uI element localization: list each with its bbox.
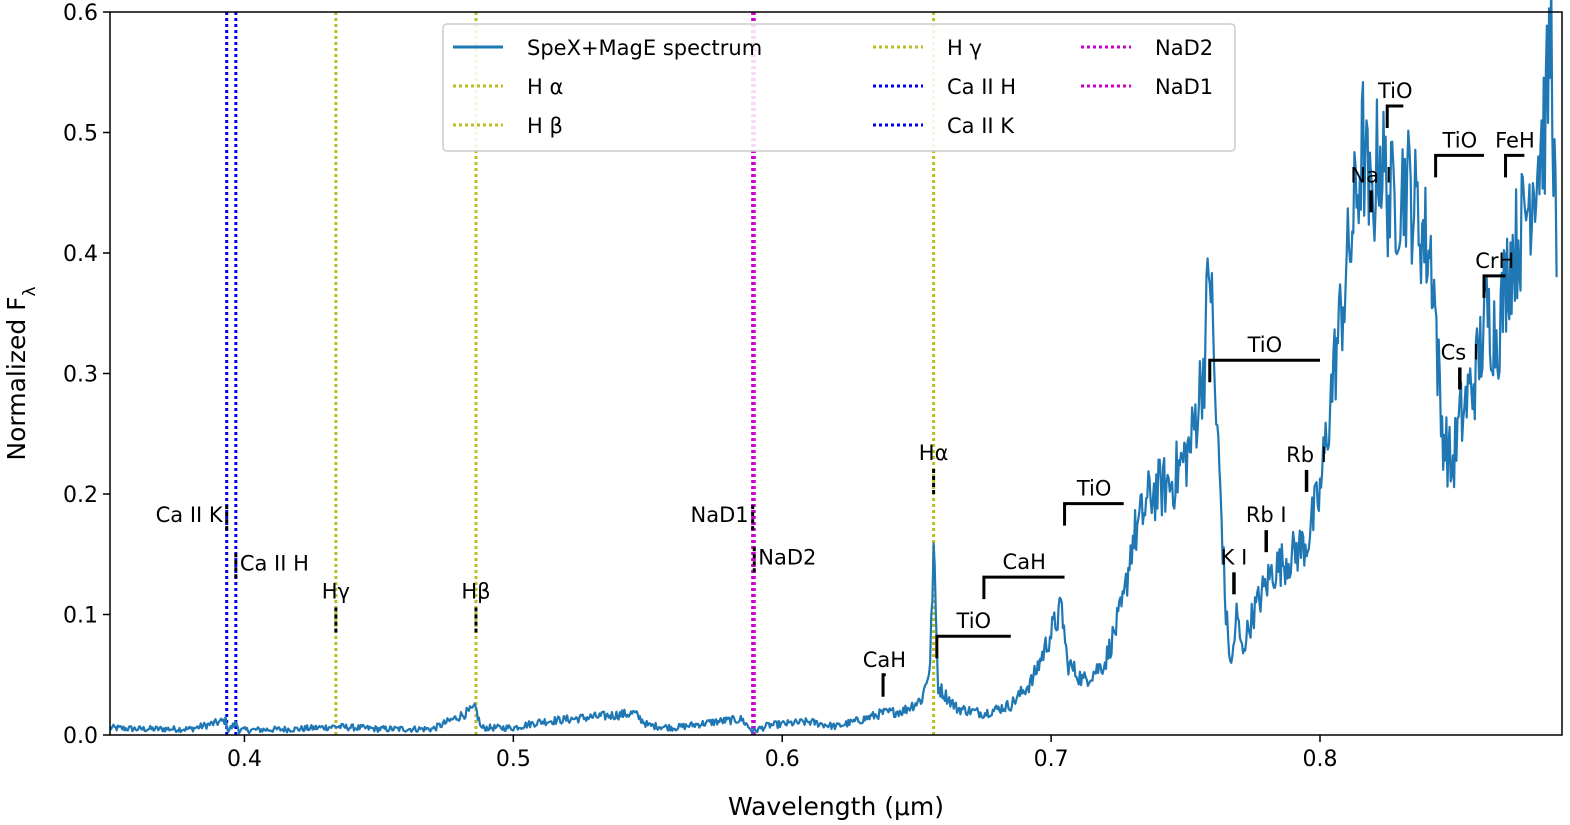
band-bracket bbox=[1063, 502, 1124, 526]
band-bracket bbox=[1482, 274, 1506, 298]
legend-label: NaD2 bbox=[1155, 36, 1213, 60]
x-tick-label: 0.6 bbox=[765, 747, 800, 772]
band-bracket bbox=[1208, 358, 1320, 383]
band-bracket bbox=[935, 634, 1011, 659]
legend-label: SpeX+MagE spectrum bbox=[527, 36, 762, 60]
legend: SpeX+MagE spectrum H α H β H γ Ca II H Ca II … bbox=[442, 23, 1236, 152]
band-bracket bbox=[982, 575, 1065, 600]
y-tick-label: 0.5 bbox=[63, 122, 98, 147]
line-annotation-label: NaD2 bbox=[758, 545, 816, 569]
band-annotation-label: TiO bbox=[1076, 477, 1112, 501]
y-tick-label: 0.6 bbox=[63, 1, 98, 26]
x-axis-title: Wavelength (μm) bbox=[728, 792, 944, 821]
legend-label: Ca II K bbox=[947, 114, 1015, 138]
band-annotation-label: TiO bbox=[1247, 333, 1283, 357]
line-annotation-label: Ca II H bbox=[240, 551, 309, 575]
line-annotation-label: Hβ bbox=[461, 580, 490, 604]
band-bracket bbox=[1385, 104, 1404, 128]
band-annotation-label: FeH bbox=[1495, 128, 1535, 152]
band-annotation-label: TiO bbox=[1442, 128, 1478, 152]
line-annotation-label: Hγ bbox=[322, 580, 350, 604]
y-tick-label: 0.2 bbox=[63, 483, 98, 508]
line-annotation-label: NaD1 bbox=[691, 503, 749, 527]
annotations-layer: Ca II K Ca II H Hγ Hβ NaD1 NaD2 Hα CaH TiO CaH TiO… bbox=[156, 79, 1535, 697]
line-annotation-label: Hα bbox=[919, 441, 949, 465]
series-layer bbox=[109, 0, 1558, 735]
y-tick-label: 0.0 bbox=[63, 724, 98, 749]
y-tick-label: 0.1 bbox=[63, 604, 98, 629]
legend-box bbox=[442, 23, 1236, 152]
legend-label: H β bbox=[527, 114, 563, 138]
atomic-annotation-label: Cs I bbox=[1441, 340, 1479, 364]
y-tick-label: 0.4 bbox=[63, 242, 98, 267]
axes-layer: 0.4 0.5 0.6 0.7 0.8 0.0 0.1 0.2 0.3 0.4 0.5 0.6 bbox=[63, 1, 1338, 772]
spectrum-line bbox=[109, 0, 1558, 735]
y-axis-title-subscript: λ bbox=[20, 286, 40, 296]
band-bracket bbox=[1434, 153, 1485, 178]
legend-label: H γ bbox=[947, 36, 982, 60]
band-annotation-label: TiO bbox=[1377, 79, 1413, 103]
band-bracket bbox=[1504, 153, 1525, 178]
band-annotation-label: TiO bbox=[956, 609, 992, 633]
legend-label: NaD1 bbox=[1155, 75, 1213, 99]
line-annotation-label: Ca II K bbox=[156, 503, 224, 527]
atomic-annotation-label: Rb I bbox=[1246, 503, 1287, 527]
x-tick-label: 0.4 bbox=[227, 747, 262, 772]
band-annotation-label: CrH bbox=[1475, 249, 1514, 273]
atomic-annotation-label: Rb I bbox=[1286, 443, 1327, 467]
band-bracket bbox=[881, 673, 886, 697]
y-axis-title-main: Normalized F bbox=[2, 296, 31, 460]
atomic-annotation-label: K I bbox=[1221, 545, 1248, 569]
x-tick-label: 0.8 bbox=[1303, 747, 1338, 772]
x-tick-label: 0.5 bbox=[496, 747, 531, 772]
y-axis-title: Normalized Fλ bbox=[2, 286, 40, 460]
y-tick-label: 0.3 bbox=[63, 363, 98, 388]
band-annotation-label: CaH bbox=[863, 648, 906, 672]
band-annotation-label: CaH bbox=[1003, 550, 1046, 574]
atomic-annotation-label: Na I bbox=[1350, 163, 1391, 187]
legend-label: H α bbox=[527, 75, 563, 99]
legend-label: Ca II H bbox=[947, 75, 1016, 99]
x-tick-label: 0.7 bbox=[1034, 747, 1069, 772]
